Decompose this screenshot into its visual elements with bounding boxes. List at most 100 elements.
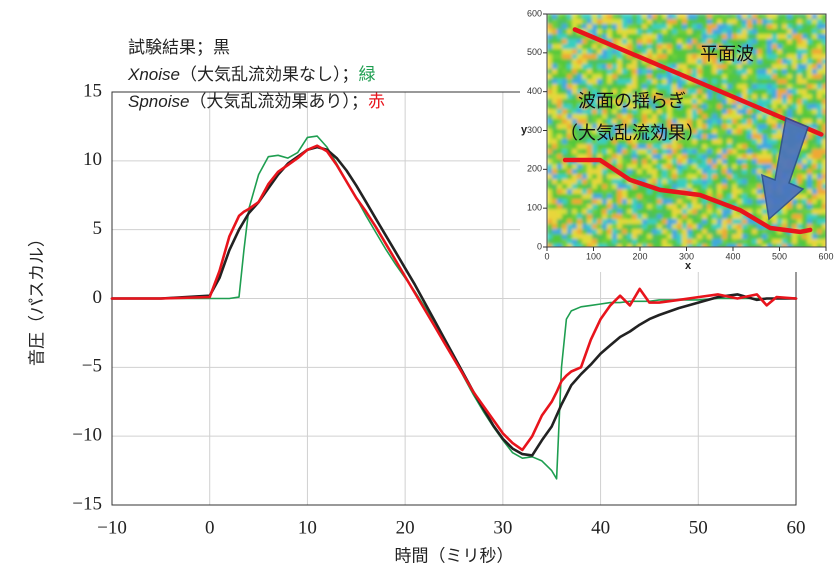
- noise-cell: [552, 244, 557, 247]
- noise-cell: [552, 204, 557, 209]
- noise-cell: [722, 44, 727, 49]
- noise-cell: [657, 179, 662, 184]
- noise-cell: [602, 89, 607, 94]
- noise-cell: [672, 24, 677, 29]
- noise-cell: [582, 94, 587, 99]
- noise-cell: [822, 224, 826, 229]
- noise-cell: [702, 129, 707, 134]
- noise-cell: [777, 64, 782, 69]
- noise-cell: [717, 119, 722, 124]
- noise-cell: [547, 29, 552, 34]
- noise-cell: [602, 104, 607, 109]
- noise-cell: [562, 99, 567, 104]
- noise-cell: [732, 124, 737, 129]
- noise-cell: [752, 169, 757, 174]
- noise-cell: [657, 219, 662, 224]
- noise-cell: [817, 199, 822, 204]
- noise-cell: [737, 154, 742, 159]
- noise-cell: [762, 104, 767, 109]
- noise-cell: [677, 49, 682, 54]
- noise-cell: [662, 154, 667, 159]
- noise-cell: [607, 219, 612, 224]
- noise-cell: [597, 239, 602, 244]
- noise-cell: [667, 19, 672, 24]
- noise-cell: [632, 119, 637, 124]
- noise-cell: [672, 34, 677, 39]
- noise-cell: [812, 224, 817, 229]
- noise-cell: [597, 164, 602, 169]
- noise-cell: [667, 59, 672, 64]
- noise-cell: [762, 94, 767, 99]
- noise-cell: [727, 49, 732, 54]
- noise-cell: [582, 234, 587, 239]
- noise-cell: [757, 69, 762, 74]
- noise-cell: [727, 199, 732, 204]
- noise-cell: [662, 74, 667, 79]
- noise-cell: [692, 119, 697, 124]
- noise-cell: [747, 129, 752, 134]
- noise-cell: [667, 64, 672, 69]
- noise-cell: [727, 69, 732, 74]
- noise-cell: [692, 134, 697, 139]
- noise-cell: [787, 29, 792, 34]
- noise-cell: [787, 244, 792, 247]
- noise-cell: [657, 139, 662, 144]
- noise-cell: [572, 224, 577, 229]
- noise-cell: [637, 99, 642, 104]
- noise-cell: [697, 54, 702, 59]
- noise-cell: [672, 104, 677, 109]
- noise-cell: [667, 129, 672, 134]
- noise-cell: [637, 74, 642, 79]
- noise-cell: [817, 184, 822, 189]
- noise-cell: [587, 164, 592, 169]
- noise-cell: [707, 39, 712, 44]
- noise-cell: [557, 174, 562, 179]
- noise-cell: [637, 129, 642, 134]
- noise-cell: [752, 154, 757, 159]
- noise-cell: [727, 149, 732, 154]
- noise-cell: [737, 44, 742, 49]
- noise-cell: [627, 29, 632, 34]
- noise-cell: [802, 244, 807, 247]
- noise-cell: [622, 74, 627, 79]
- noise-cell: [692, 229, 697, 234]
- noise-cell: [682, 184, 687, 189]
- noise-cell: [797, 154, 802, 159]
- noise-cell: [607, 54, 612, 59]
- noise-cell: [812, 174, 817, 179]
- noise-cell: [817, 24, 822, 29]
- noise-cell: [572, 184, 577, 189]
- noise-cell: [577, 134, 582, 139]
- noise-cell: [807, 119, 812, 124]
- noise-cell: [567, 139, 572, 144]
- noise-cell: [787, 239, 792, 244]
- noise-cell: [552, 14, 557, 19]
- noise-cell: [787, 74, 792, 79]
- noise-cell: [547, 84, 552, 89]
- noise-cell: [817, 214, 822, 219]
- noise-cell: [717, 99, 722, 104]
- noise-cell: [772, 159, 777, 164]
- noise-cell: [547, 204, 552, 209]
- noise-cell: [742, 154, 747, 159]
- noise-cell: [787, 39, 792, 44]
- noise-cell: [582, 24, 587, 29]
- noise-cell: [547, 59, 552, 64]
- noise-cell: [637, 29, 642, 34]
- noise-cell: [577, 119, 582, 124]
- noise-cell: [702, 139, 707, 144]
- noise-cell: [597, 24, 602, 29]
- noise-cell: [582, 154, 587, 159]
- noise-cell: [657, 129, 662, 134]
- noise-cell: [622, 69, 627, 74]
- noise-cell: [562, 49, 567, 54]
- noise-cell: [652, 159, 657, 164]
- noise-cell: [802, 189, 807, 194]
- noise-cell: [737, 134, 742, 139]
- noise-cell: [807, 199, 812, 204]
- noise-cell: [712, 189, 717, 194]
- noise-cell: [557, 179, 562, 184]
- noise-cell: [782, 244, 787, 247]
- noise-cell: [712, 59, 717, 64]
- noise-cell: [822, 29, 826, 34]
